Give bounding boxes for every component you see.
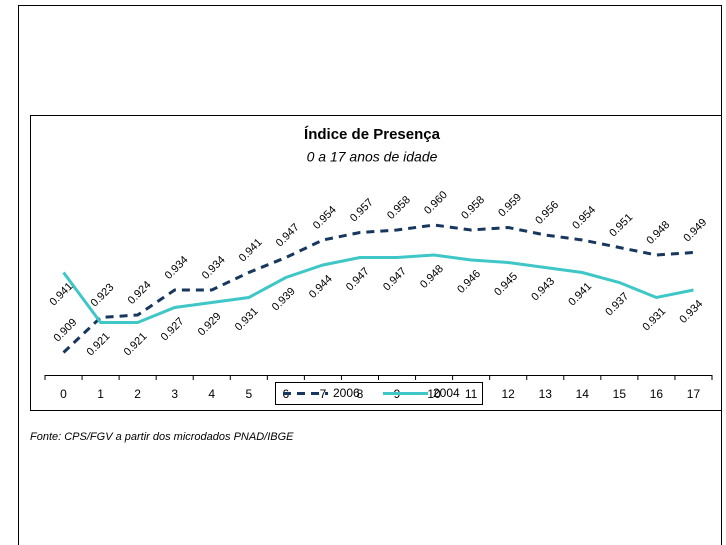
x-tick-label: 2 [134, 387, 141, 401]
x-tick-label: 15 [613, 387, 627, 401]
legend-box [275, 382, 483, 405]
line-series [62, 223, 694, 354]
x-tick-label: 12 [502, 387, 516, 401]
x-tick-label: 8 [357, 387, 364, 401]
chart-title: Índice de Presença [304, 126, 441, 143]
legend-label: 2004 [433, 386, 460, 400]
line-series [62, 253, 694, 324]
x-tick-label: 4 [208, 387, 215, 401]
legend-label: 2006 [333, 386, 360, 400]
x-tick-label: 1 [97, 387, 104, 401]
x-tick-label: 16 [650, 387, 664, 401]
x-tick-label: 17 [687, 387, 701, 401]
x-tick-label: 14 [576, 387, 590, 401]
x-tick-label: 13 [539, 387, 553, 401]
chart-area [30, 115, 722, 411]
source-note: Fonte: CPS/FGV a partir dos microdados P… [30, 431, 294, 443]
x-tick-label: 5 [245, 387, 252, 401]
x-tick-label: 10 [427, 387, 441, 401]
x-tick-label: 7 [320, 387, 327, 401]
x-tick-label: 0 [60, 387, 67, 401]
chart-subtitle: 0 a 17 anos de idade [307, 149, 438, 165]
x-tick-label: 3 [171, 387, 178, 401]
x-tick-label: 11 [465, 387, 478, 401]
